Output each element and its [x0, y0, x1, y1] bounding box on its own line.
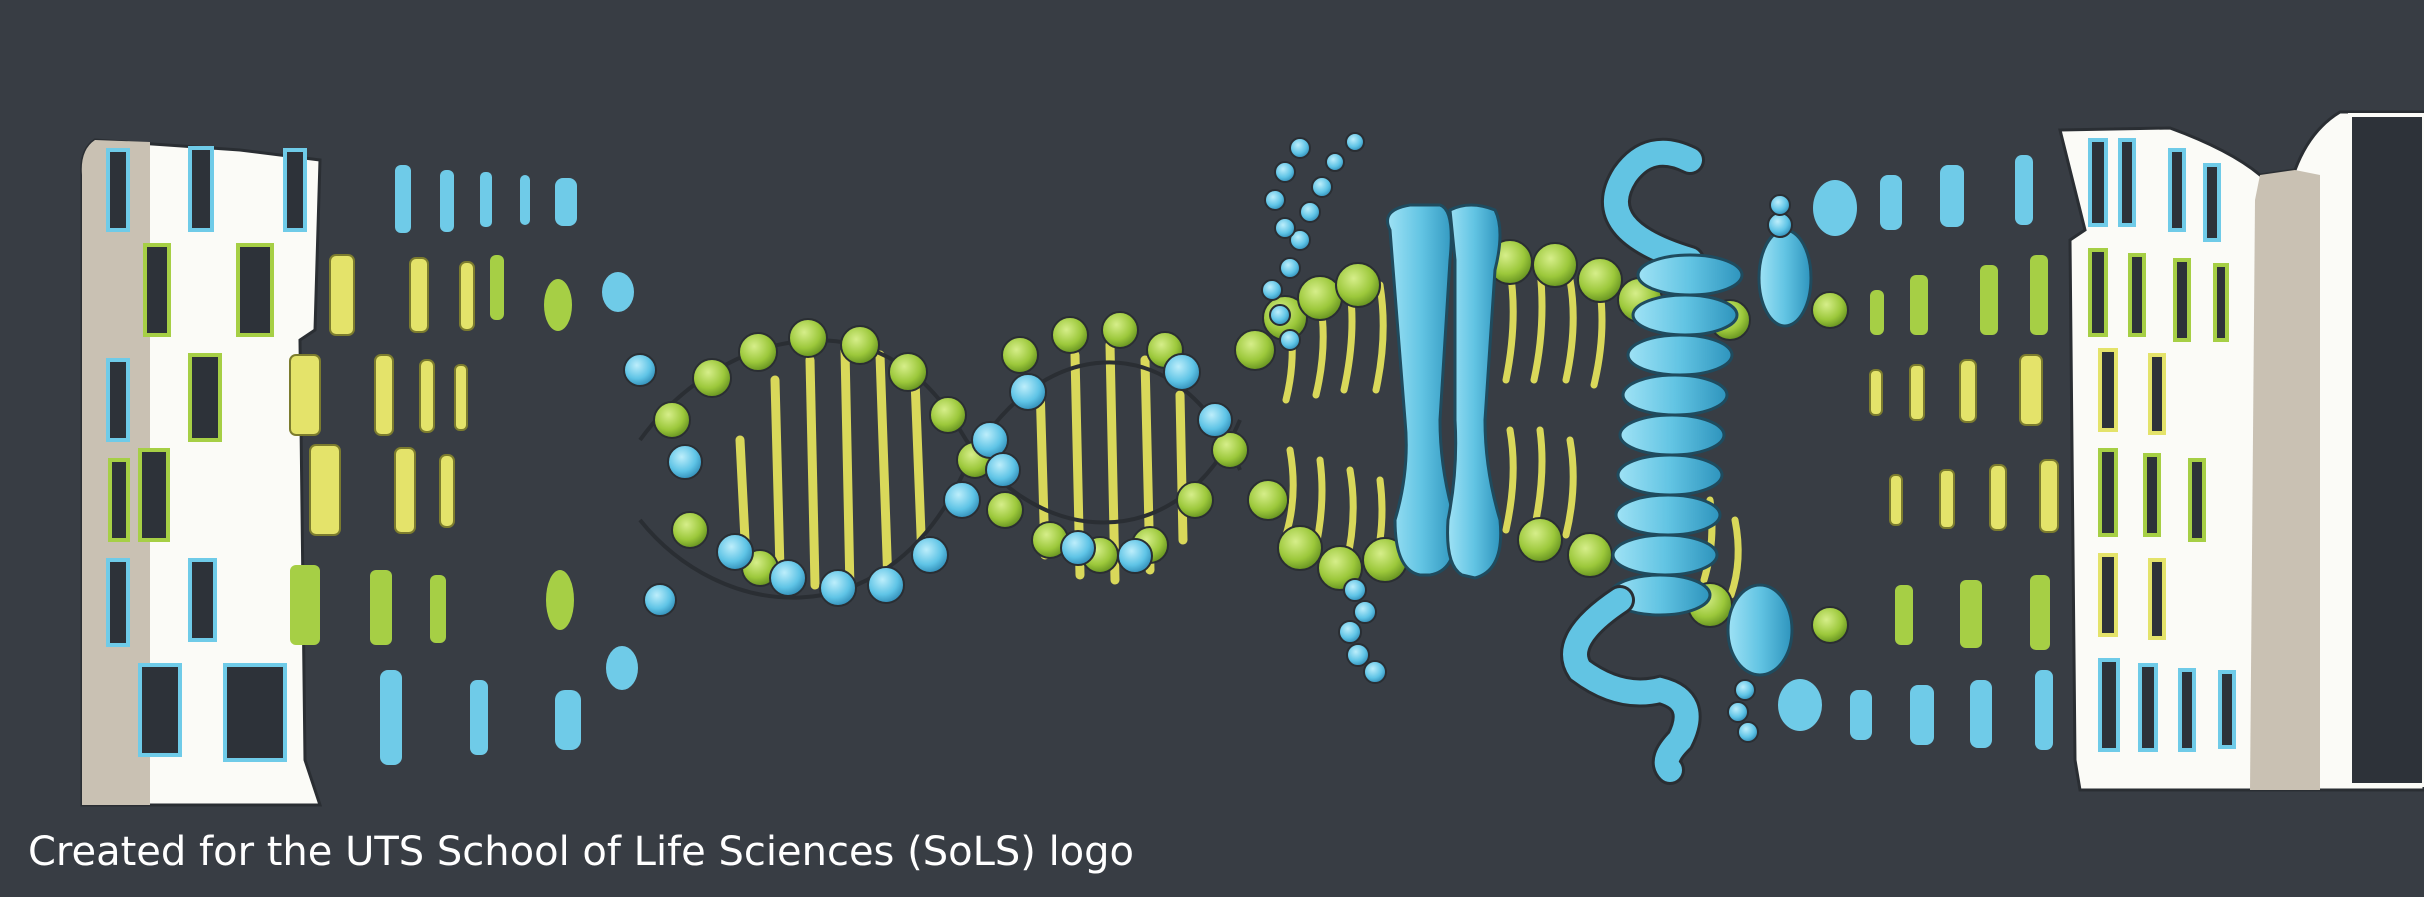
alpha-helix-protein: [1560, 137, 1813, 785]
caption: Created for the UTS School of Life Scien…: [28, 829, 1135, 875]
ion-channel-protein: [1386, 203, 1503, 580]
left-building: [80, 138, 638, 807]
right-building: [1778, 110, 2424, 792]
dna-double-helix: [623, 311, 1249, 617]
glycan-chain: [1261, 132, 1759, 743]
